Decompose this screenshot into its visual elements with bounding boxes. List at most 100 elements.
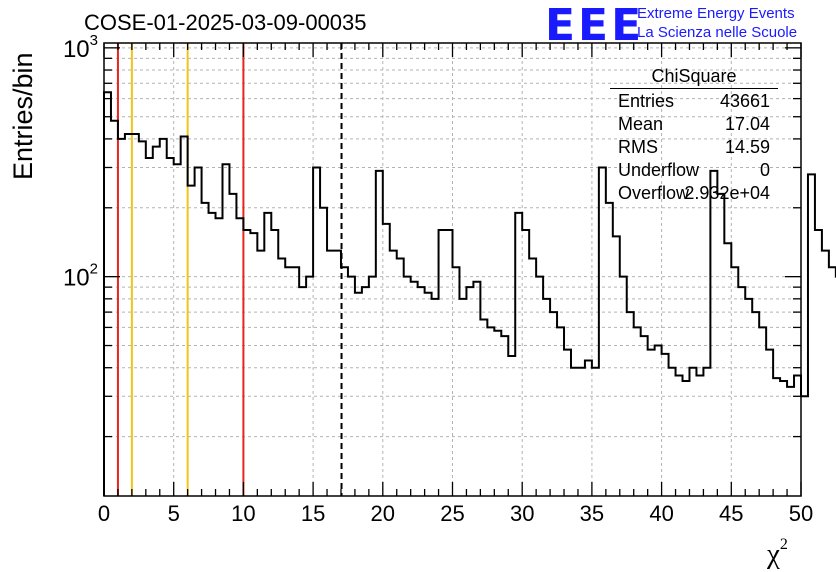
histogram-bin	[453, 267, 460, 496]
histogram-bin	[425, 293, 432, 496]
x-tick-label: 35	[580, 501, 604, 526]
logo-tagline-2: La Scienza nelle Scuole	[637, 24, 798, 41]
chart-title: COSE-01-2025-03-09-00035	[84, 10, 367, 35]
histogram-bin	[160, 139, 167, 496]
histogram-bin	[780, 381, 787, 496]
histogram-bin	[710, 171, 717, 496]
stats-value: 17.04	[724, 114, 770, 134]
x-axis-label-exponent: 2	[779, 536, 788, 553]
histogram-bin	[418, 287, 425, 496]
histogram-bin	[446, 230, 453, 496]
histogram-bin	[529, 259, 536, 496]
histogram-bin	[104, 92, 111, 496]
histogram-bin	[550, 312, 557, 496]
x-tick-label: 45	[719, 501, 743, 526]
histogram-bin	[536, 277, 543, 496]
histogram-bin	[250, 233, 257, 496]
histogram-bin	[271, 230, 278, 496]
histogram-bin	[515, 213, 522, 496]
stats-key: RMS	[618, 137, 658, 157]
histogram-bin	[243, 230, 250, 496]
stats-value: 0	[759, 160, 770, 180]
histogram-bin	[508, 356, 515, 496]
histogram-bin	[634, 327, 641, 496]
y-tick-label-base: 10	[63, 36, 90, 63]
histogram-bin	[494, 331, 501, 496]
histogram-bin	[606, 203, 613, 496]
stats-value: 43661	[719, 91, 770, 111]
logo-tagline-1: Extreme Energy Events	[637, 5, 795, 22]
histogram-bin	[125, 134, 132, 496]
histogram-bin	[292, 267, 299, 496]
y-tick-label: 103	[63, 32, 98, 63]
axis-ticks	[103, 43, 802, 496]
histogram-bin	[341, 267, 348, 496]
histogram-bin	[648, 350, 655, 496]
histogram-bin	[229, 194, 236, 496]
histogram-bin	[439, 230, 446, 496]
stats-value: 2.932e+04	[684, 183, 770, 203]
histogram-bin	[759, 327, 766, 496]
histogram-bin	[236, 218, 243, 496]
histogram-bin	[202, 203, 209, 496]
histogram-bin	[118, 139, 125, 496]
histogram-bars	[103, 91, 836, 496]
histogram-bin	[139, 141, 146, 496]
histogram-bin	[578, 368, 585, 496]
stats-key: Overflow	[618, 183, 690, 203]
histogram-bin	[313, 167, 320, 496]
histogram-bin	[466, 287, 473, 496]
grid-lines	[104, 43, 801, 496]
histogram-bin	[132, 134, 139, 496]
stats-row: Underflow 0	[610, 159, 778, 182]
histogram-bin	[376, 171, 383, 496]
histogram-bin	[174, 164, 181, 496]
stats-title: ChiSquare	[610, 66, 778, 89]
histogram-bin	[585, 361, 592, 496]
histogram-bin	[564, 350, 571, 496]
stats-row: Mean 17.04	[610, 113, 778, 136]
histogram-bin	[724, 243, 731, 496]
histogram-bin	[188, 186, 195, 496]
stats-value: 14.59	[724, 137, 770, 157]
eee-logo-icon: EEE	[545, 0, 645, 51]
histogram-bin	[195, 167, 202, 496]
histogram-bin	[801, 396, 808, 496]
y-tick-label: 102	[63, 261, 98, 292]
y-tick-label-base: 10	[63, 265, 90, 292]
histogram-bin	[473, 282, 480, 496]
histogram-bin	[306, 277, 313, 496]
histogram-bin	[264, 213, 271, 496]
y-tick-label-exponent: 3	[90, 32, 98, 49]
histogram-bin	[641, 336, 648, 496]
x-tick-label: 25	[440, 501, 464, 526]
histogram-bin	[355, 293, 362, 496]
histogram-bin	[369, 277, 376, 496]
histogram-bin	[738, 287, 745, 496]
stats-box: ChiSquare Entries 43661 Mean 17.04 RMS 14.5…	[610, 66, 778, 205]
histogram-bin	[808, 174, 815, 496]
x-tick-label: 50	[789, 501, 813, 526]
histogram-bin	[717, 194, 724, 496]
histogram-bin	[822, 251, 829, 496]
histogram-bin	[613, 236, 620, 496]
histogram-bin	[153, 147, 160, 496]
histogram-bin	[620, 277, 627, 496]
x-tick-label: 15	[301, 501, 325, 526]
histogram-bin	[696, 375, 703, 496]
x-tick-label: 40	[649, 501, 673, 526]
histogram-outline	[103, 91, 836, 496]
histogram-bin	[627, 312, 634, 496]
histogram-bin	[411, 282, 418, 496]
x-tick-label: 10	[231, 501, 255, 526]
x-axis-label-base: χ	[767, 538, 780, 570]
histogram-bin	[752, 312, 759, 496]
histogram-bin	[571, 368, 578, 496]
histogram-bin	[459, 299, 466, 496]
histogram-bin	[285, 267, 292, 496]
histogram-bin	[815, 230, 822, 496]
x-tick-label: 20	[371, 501, 395, 526]
histogram-bin	[222, 164, 229, 496]
